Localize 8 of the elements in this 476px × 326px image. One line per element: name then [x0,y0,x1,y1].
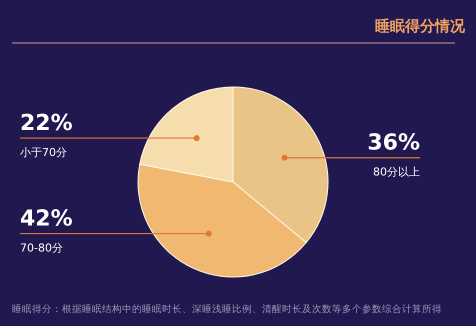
data-label: 42% [20,206,73,232]
slice-label: 80分以上 [373,166,420,179]
text: 睡眠得分：根据睡眠结构中的睡眠时长、深睡浅睡比例、清醒时长及次数等多个参数综合计算所得 [12,303,442,315]
slice-label: 70-80分 [20,242,63,255]
data-label: 22% [20,111,73,136]
data-label: 36% [367,130,420,156]
slice-label: 小于70分 [20,146,67,160]
chart-title: 睡眠得分情况 [375,17,466,35]
